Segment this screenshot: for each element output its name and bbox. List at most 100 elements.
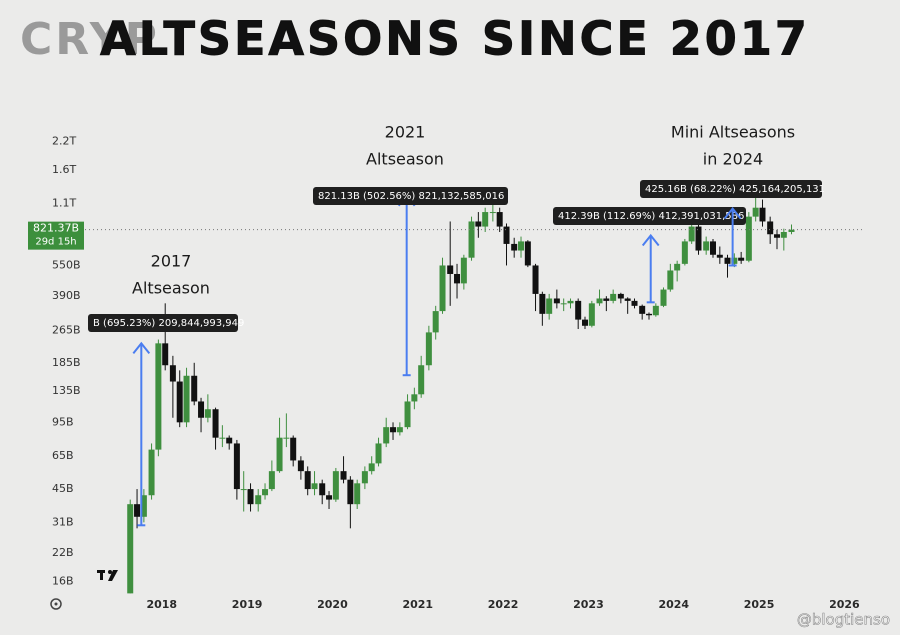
measure-label: 821.13B (502.56%) 821,132,585,016 bbox=[318, 191, 504, 202]
candle-body bbox=[553, 298, 560, 304]
candle-body bbox=[603, 298, 610, 301]
candle-body bbox=[140, 495, 147, 517]
candle-body bbox=[681, 241, 688, 264]
candle-body bbox=[283, 437, 290, 439]
candle-body bbox=[567, 300, 574, 304]
measure-box bbox=[640, 180, 822, 198]
candle-body bbox=[176, 381, 183, 423]
candle-body bbox=[326, 495, 333, 500]
y-tick-label: 185B bbox=[52, 356, 81, 369]
y-tick-label: 265B bbox=[52, 324, 81, 337]
candle-body bbox=[738, 257, 745, 261]
candle-body bbox=[624, 298, 631, 301]
candle-body bbox=[425, 332, 432, 366]
candle-body bbox=[276, 437, 283, 472]
y-tick-label: 550B bbox=[52, 258, 81, 271]
countdown: 29d 15h bbox=[35, 237, 76, 248]
candle-body bbox=[162, 343, 169, 366]
candle-body bbox=[354, 483, 361, 505]
candle-body bbox=[731, 257, 738, 264]
x-tick-label: 2018 bbox=[146, 598, 177, 611]
price-tag bbox=[28, 221, 84, 250]
x-tick-label: 2020 bbox=[317, 598, 348, 611]
measure-box bbox=[313, 187, 508, 205]
candle-body bbox=[575, 300, 582, 320]
candle-body bbox=[191, 375, 198, 402]
candle-body bbox=[226, 437, 233, 444]
candle-body bbox=[724, 257, 731, 264]
candle-body bbox=[390, 427, 397, 433]
candle-body bbox=[674, 263, 681, 271]
candle-body bbox=[347, 479, 354, 505]
measure-box bbox=[88, 314, 238, 332]
arrow-head bbox=[132, 341, 151, 354]
candle-body bbox=[511, 243, 518, 251]
annotation: in 2024 bbox=[703, 150, 763, 169]
candle-body bbox=[596, 298, 603, 304]
settings-icon[interactable] bbox=[50, 598, 62, 610]
candle-body bbox=[255, 495, 262, 505]
x-tick-label: 2022 bbox=[488, 598, 519, 611]
annotation: Altseason bbox=[132, 279, 210, 298]
candle-body bbox=[703, 241, 710, 251]
candle-body bbox=[383, 427, 390, 444]
x-tick-label: 2021 bbox=[402, 598, 433, 611]
y-tick-label: 390B bbox=[52, 289, 81, 302]
annotation: 2017 bbox=[151, 252, 192, 271]
candle-body bbox=[767, 221, 774, 235]
candle-body bbox=[340, 471, 347, 480]
candle-body bbox=[418, 365, 425, 395]
measure-box bbox=[553, 207, 746, 225]
candle-body bbox=[524, 241, 531, 266]
y-tick-label: 135B bbox=[52, 384, 81, 397]
brand: CRYP bbox=[20, 14, 160, 65]
candle-body bbox=[788, 229, 795, 232]
candle-body bbox=[319, 483, 326, 496]
candle-body bbox=[716, 254, 723, 258]
y-tick-label: 31B bbox=[52, 515, 74, 528]
candle-body bbox=[183, 375, 190, 423]
candle-body bbox=[688, 226, 695, 242]
candle-body bbox=[198, 401, 205, 418]
candle-body bbox=[204, 409, 211, 418]
annotation: Altseason bbox=[366, 150, 444, 169]
candle-body bbox=[375, 443, 382, 464]
candle-body bbox=[759, 207, 766, 222]
candle-body bbox=[482, 212, 489, 227]
candle-body bbox=[710, 241, 716, 255]
candle-body bbox=[155, 343, 162, 450]
candle-body bbox=[475, 221, 482, 227]
candle-body bbox=[447, 265, 454, 274]
candle-body bbox=[539, 293, 546, 314]
candle-body bbox=[396, 427, 403, 433]
candle-body bbox=[290, 437, 297, 461]
candle-body bbox=[780, 231, 787, 238]
candle-body bbox=[631, 300, 638, 306]
candle-body bbox=[332, 471, 339, 500]
candle-body bbox=[496, 212, 503, 227]
candle-body bbox=[219, 437, 226, 439]
measure-label: 425.16B (68.22%) 425,164,205,131 bbox=[645, 184, 825, 195]
candle-body bbox=[411, 394, 418, 402]
y-tick-label: 2.2T bbox=[52, 135, 76, 148]
candle-body bbox=[503, 226, 510, 244]
arrow-head bbox=[641, 233, 660, 247]
candle-body bbox=[262, 489, 269, 496]
candle-body bbox=[127, 504, 134, 594]
arrow-head bbox=[723, 206, 742, 220]
candle-body bbox=[268, 471, 275, 490]
y-tick-label: 45B bbox=[52, 482, 74, 495]
candle-body bbox=[148, 449, 155, 496]
x-tick-label: 2023 bbox=[573, 598, 604, 611]
candle-body bbox=[610, 293, 617, 301]
candle-body bbox=[460, 257, 467, 284]
watermark: @blogtienso bbox=[797, 611, 890, 629]
x-tick-label: 2026 bbox=[829, 598, 860, 611]
candle-body bbox=[518, 241, 525, 251]
candle-body bbox=[311, 483, 318, 490]
candle-body bbox=[588, 303, 595, 326]
x-tick-label: 2024 bbox=[658, 598, 689, 611]
tv-logo bbox=[97, 570, 118, 581]
y-tick-label: 1.6T bbox=[52, 163, 76, 176]
candle-body bbox=[240, 489, 247, 491]
